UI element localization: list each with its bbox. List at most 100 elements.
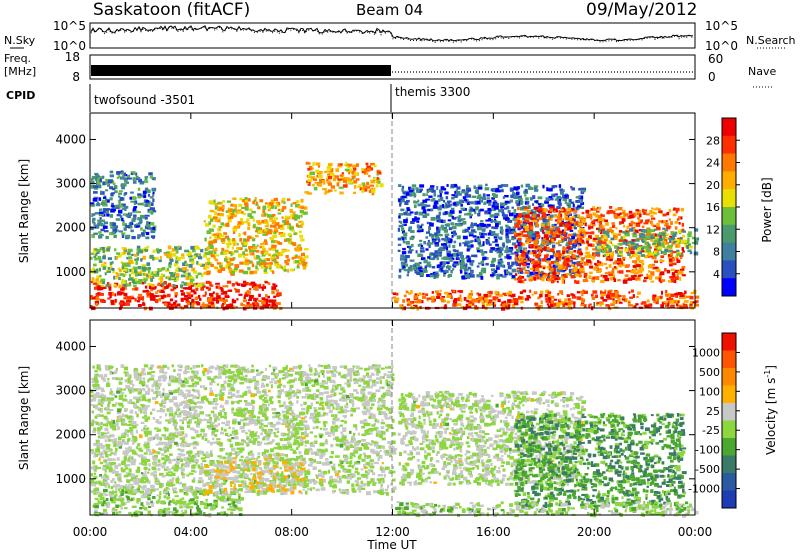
echo-cell [410, 289, 413, 294]
echo-cell [94, 497, 99, 500]
echo-cell [275, 201, 280, 205]
echo-cell [512, 226, 516, 230]
echo-cell [121, 217, 124, 222]
echo-cell [274, 205, 277, 210]
echo-cell [103, 210, 106, 214]
echo-cell [511, 303, 515, 308]
echo-cell [103, 488, 108, 493]
echo-cell [566, 211, 571, 215]
echo-cell [274, 427, 280, 431]
echo-cell [634, 271, 639, 275]
echo-cell [429, 234, 432, 237]
echo-cell [541, 229, 545, 233]
echo-cell [492, 257, 496, 262]
echo-cell [516, 263, 522, 266]
echo-cell [204, 502, 208, 507]
echo-cell [622, 295, 626, 299]
echo-cell [637, 269, 642, 274]
echo-cell [263, 205, 267, 208]
echo-cell [632, 246, 638, 250]
echo-cell [647, 274, 653, 279]
echo-cell [445, 246, 449, 251]
echo-cell [482, 296, 486, 301]
echo-cell [443, 238, 447, 242]
nsearch-trace [90, 25, 694, 44]
echo-cell [206, 270, 211, 275]
echo-cell [427, 239, 430, 243]
echo-cell [641, 262, 645, 266]
echo-cell [446, 184, 449, 187]
echo-cell [208, 301, 213, 304]
echo-cell [468, 231, 474, 235]
echo-cell [523, 234, 526, 237]
echo-cell [260, 468, 263, 471]
echo-cell [410, 220, 415, 224]
echo-cell [681, 293, 686, 296]
echo-cell [111, 261, 114, 264]
echo-cell [398, 268, 402, 273]
echo-cell [288, 373, 293, 377]
echo-cell [287, 258, 290, 262]
echo-cell [545, 197, 550, 202]
echo-cell [256, 303, 260, 308]
echo-cell [215, 282, 220, 285]
echo-cell [598, 245, 602, 248]
echo-cell [516, 203, 521, 207]
echo-cell [506, 225, 509, 229]
echo-cell [243, 241, 248, 246]
echo-cell [353, 191, 357, 194]
echo-cell [275, 289, 279, 292]
echo-cell [434, 235, 439, 239]
echo-cell [363, 169, 367, 173]
echo-cell [155, 248, 159, 252]
echo-cell [339, 178, 345, 181]
echo-cell [600, 279, 605, 283]
echo-cell [256, 244, 259, 247]
echo-cell [119, 176, 125, 180]
echo-cell [112, 497, 118, 501]
echo-cell [628, 210, 633, 214]
echo-cell [604, 231, 610, 234]
echo-cell [104, 272, 107, 276]
echo-cell [121, 491, 124, 495]
echo-cell [682, 239, 688, 243]
echo-cell [186, 291, 191, 294]
echo-cell [609, 277, 613, 281]
echo-cell [295, 223, 299, 228]
echo-cell [640, 233, 645, 236]
echo-cell [548, 300, 552, 304]
echo-cell [551, 224, 555, 227]
echo-cell [447, 240, 453, 244]
echo-cell [680, 253, 684, 256]
echo-cell [121, 207, 127, 210]
echo-cell [109, 261, 113, 265]
echo-cell [148, 506, 152, 508]
echo-cell [503, 214, 509, 217]
echo-cell [615, 250, 618, 254]
echo-cell [680, 255, 683, 260]
echo-cell [144, 176, 148, 181]
echo-cell [193, 270, 197, 274]
echo-cell [674, 276, 679, 280]
echo-cell [531, 272, 536, 276]
echo-cell [491, 272, 496, 275]
echo-cell [666, 269, 671, 274]
echo-cell [473, 298, 479, 303]
echo-cell [434, 275, 439, 279]
echo-cell [427, 256, 431, 259]
echo-cell [428, 264, 432, 268]
echo-cell [347, 165, 351, 169]
echo-cell [210, 294, 214, 298]
echo-cell [450, 295, 453, 299]
echo-cell [208, 240, 213, 245]
echo-cell [432, 205, 438, 209]
echo-cell [504, 202, 508, 206]
echo-cell [364, 172, 369, 175]
echo-cell [253, 246, 258, 249]
echo-cell [482, 241, 485, 245]
echo-cell [679, 276, 682, 281]
echo-cell [189, 294, 192, 298]
echo-cell [672, 250, 677, 254]
echo-cell [550, 300, 554, 304]
